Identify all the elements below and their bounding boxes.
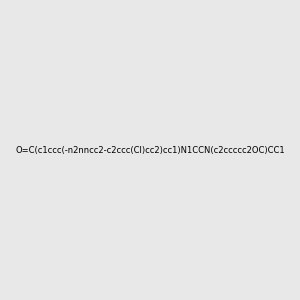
Text: O=C(c1ccc(-n2nncc2-c2ccc(Cl)cc2)cc1)N1CCN(c2ccccc2OC)CC1: O=C(c1ccc(-n2nncc2-c2ccc(Cl)cc2)cc1)N1CC… [15,146,285,154]
